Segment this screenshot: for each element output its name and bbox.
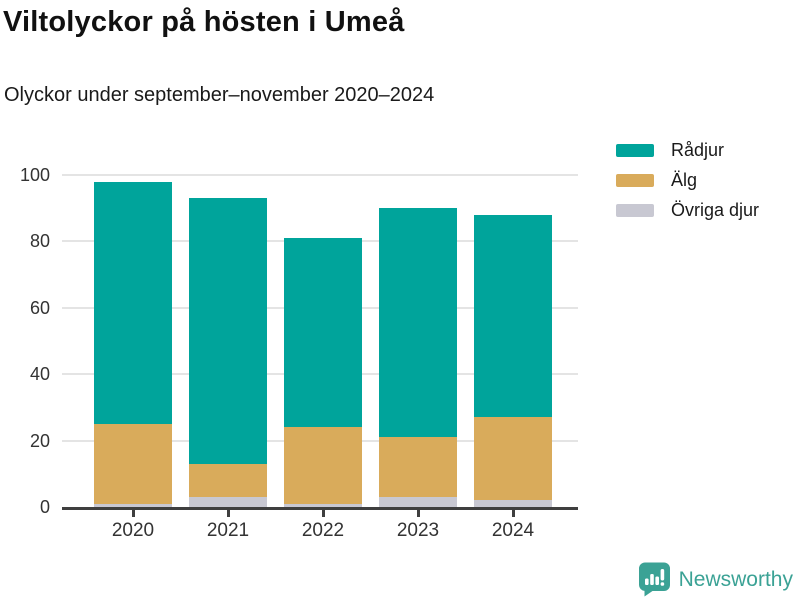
bar-segment-övriga-djur-2024 bbox=[474, 500, 552, 507]
stacked-bar-2022 bbox=[284, 238, 362, 507]
x-tick-label-2024: 2024 bbox=[491, 520, 535, 541]
bar-segment-övriga-djur-2023 bbox=[379, 497, 457, 507]
legend-label: Rådjur bbox=[671, 139, 725, 160]
y-tick-label-80: 80 bbox=[29, 231, 50, 252]
newsworthy-brand-link[interactable]: Newsworthy bbox=[638, 562, 793, 597]
x-tick-2023 bbox=[416, 510, 420, 517]
legend-swatch-icon bbox=[616, 173, 654, 187]
x-tick-2021 bbox=[226, 510, 230, 517]
legend-item-övriga-djur: Övriga djur bbox=[616, 200, 759, 220]
stacked-bar-2020 bbox=[94, 181, 172, 507]
bar-segment-rådjur-2021 bbox=[189, 198, 267, 464]
stacked-bar-2021 bbox=[189, 198, 267, 507]
y-tick-label-60: 60 bbox=[29, 297, 50, 318]
y-tick-label-20: 20 bbox=[29, 430, 50, 451]
bar-segment-älg-2023 bbox=[379, 437, 457, 497]
stacked-bar-2023 bbox=[379, 208, 457, 507]
newsworthy-brand-label: Newsworthy bbox=[678, 567, 793, 591]
bar-segment-rådjur-2022 bbox=[284, 238, 362, 428]
legend-item-rådjur: Rådjur bbox=[616, 140, 759, 160]
x-tick-label-2020: 2020 bbox=[111, 520, 155, 541]
x-tick-label-2021: 2021 bbox=[206, 520, 250, 541]
legend-item-älg: Älg bbox=[616, 170, 759, 190]
x-tick-2022 bbox=[321, 510, 325, 517]
x-tick-2024 bbox=[511, 510, 515, 517]
bar-segment-älg-2024 bbox=[474, 417, 552, 501]
bar-segment-älg-2020 bbox=[94, 424, 172, 504]
legend-label: Övriga djur bbox=[671, 199, 760, 220]
legend-swatch-icon bbox=[616, 143, 654, 157]
plot-area bbox=[62, 174, 578, 510]
newsworthy-logo-icon bbox=[638, 562, 671, 597]
x-tick-label-2023: 2023 bbox=[396, 520, 440, 541]
chart-legend: Rådjur Älg Övriga djur bbox=[616, 140, 759, 220]
page-title: Viltolyckor på hösten i Umeå bbox=[3, 6, 405, 38]
bar-segment-rådjur-2024 bbox=[474, 214, 552, 418]
bar-segment-rådjur-2020 bbox=[94, 181, 172, 425]
stacked-bar-2024 bbox=[474, 214, 552, 507]
y-tick-label-40: 40 bbox=[29, 364, 50, 385]
y-tick-label-0: 0 bbox=[39, 497, 50, 517]
legend-swatch-icon bbox=[616, 203, 654, 217]
x-tick-2020 bbox=[131, 510, 135, 517]
x-tick-label-2022: 2022 bbox=[301, 520, 345, 541]
gridline-y100 bbox=[62, 174, 578, 176]
chart-subtitle: Olyckor under september–november 2020–20… bbox=[4, 84, 435, 106]
bar-segment-övriga-djur-2020 bbox=[94, 503, 172, 507]
bar-segment-övriga-djur-2021 bbox=[189, 497, 267, 507]
bar-segment-älg-2021 bbox=[189, 463, 267, 497]
legend-label: Älg bbox=[671, 169, 698, 190]
y-tick-label-100: 100 bbox=[19, 165, 50, 185]
bar-segment-älg-2022 bbox=[284, 427, 362, 504]
bar-segment-rådjur-2023 bbox=[379, 208, 457, 438]
bar-segment-övriga-djur-2022 bbox=[284, 503, 362, 507]
